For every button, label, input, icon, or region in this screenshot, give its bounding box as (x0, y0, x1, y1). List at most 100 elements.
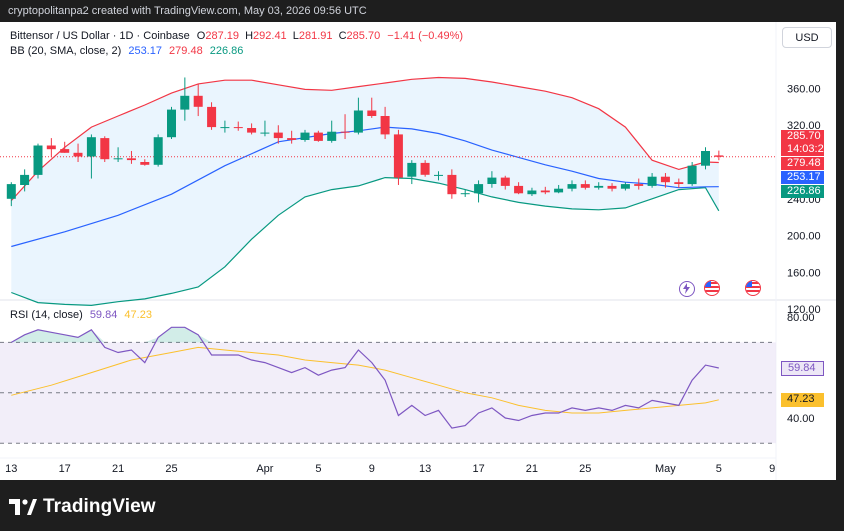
candle-body (714, 155, 724, 157)
tradingview-logo-icon (9, 499, 37, 515)
candle-body (367, 110, 377, 116)
bb-lower-line (11, 176, 720, 307)
candle-body (126, 158, 136, 161)
tradingview-logo[interactable]: TradingView (9, 496, 156, 518)
time-axis-tick: Apr (256, 463, 273, 475)
candle-body (300, 132, 310, 140)
candle-body (580, 184, 590, 188)
currency-button[interactable]: USD (782, 27, 832, 48)
time-axis-tick: 5 (315, 463, 321, 475)
symbol-legend: Bittensor / US Dollar · 1D · Coinbase O2… (10, 30, 463, 42)
us-flag-event-icon[interactable] (704, 280, 720, 296)
price-axis-tick: 160.00 (787, 267, 821, 279)
change-value: −1.41 (−0.49%) (387, 30, 464, 42)
time-axis-tick: 13 (5, 463, 17, 475)
open-label: O (196, 30, 206, 42)
time-axis-tick: May (655, 463, 676, 475)
price-axis-tick: 320.00 (787, 120, 821, 132)
time-axis-tick: 25 (165, 463, 177, 475)
price-axis-tick: 200.00 (787, 231, 821, 243)
bb-label: BB (20, SMA, close, 2) (10, 45, 122, 57)
high-value: 292.41 (253, 30, 287, 42)
price-axis-tick: 360.00 (787, 84, 821, 96)
candle-body (327, 131, 337, 141)
open-value: 287.19 (205, 30, 240, 42)
rsi-ma-badge: 47.23 (781, 393, 824, 407)
candle-body (153, 137, 163, 165)
header-caption: cryptopolitanpa2 created with TradingVie… (8, 5, 367, 17)
last-price-badge: 285.70 (781, 130, 824, 143)
rsi-ma-value: 47.23 (124, 309, 152, 321)
candle-body (434, 174, 443, 176)
candle-body (447, 174, 457, 195)
bb-upper-value: 279.48 (169, 45, 203, 57)
low-label: L (292, 30, 299, 42)
candle-body (340, 131, 350, 133)
candle-body (701, 151, 710, 166)
time-axis-tick: 5 (716, 463, 722, 475)
candle-body (660, 176, 670, 183)
footer-bar (0, 480, 844, 531)
candle-body (554, 188, 564, 193)
us-flag-event-icon[interactable] (745, 280, 761, 296)
rsi-ma-line (11, 346, 719, 414)
candle-body (353, 110, 363, 133)
candle-body (313, 132, 323, 141)
candle-body (33, 145, 43, 175)
candle-body (113, 158, 123, 160)
rsi-overbought-fill (11, 327, 212, 343)
bb-upper-badge: 279.48 (781, 157, 824, 170)
candle-body (620, 184, 630, 189)
candle-body (500, 177, 510, 186)
candle-body (167, 109, 176, 138)
candle-body (380, 116, 390, 135)
bb-legend: BB (20, SMA, close, 2) 253.17 279.48 226… (10, 45, 243, 57)
candle-body (594, 185, 604, 188)
bb-fill (11, 77, 719, 306)
candle-body (100, 138, 110, 160)
time-axis-tick: 21 (112, 463, 124, 475)
candle-body (60, 149, 70, 153)
chart-canvas[interactable]: 120.00160.00200.00240.00280.00320.00360.… (0, 22, 836, 480)
countdown-badge: 14:03:29 (781, 143, 830, 156)
candle-body (260, 132, 270, 134)
candle-body (247, 128, 257, 133)
candle-body (207, 106, 217, 128)
symbol-title: Bittensor / US Dollar · 1D · Coinbase (10, 30, 190, 42)
bb-lower-badge: 226.86 (781, 185, 824, 198)
low-value: 281.91 (298, 30, 333, 42)
candle-body (393, 134, 403, 178)
bb-lower-value: 226.86 (209, 45, 244, 57)
bb-basis-value: 253.17 (128, 45, 162, 57)
time-axis-tick: 9 (369, 463, 375, 475)
candle-body (6, 184, 16, 199)
candle-body (687, 165, 697, 185)
rsi-axis-tick: 80.00 (787, 312, 815, 324)
candle-body (540, 190, 550, 193)
candle-body (674, 182, 684, 184)
candle-body (407, 162, 417, 177)
candle-body (420, 162, 430, 175)
candle-body (73, 152, 83, 157)
candle-body (273, 132, 283, 139)
candle-body (567, 184, 577, 189)
price-axis-tick: 120.00 (787, 304, 821, 316)
rsi-legend: RSI (14, close) 59.84 47.23 (10, 309, 152, 321)
bb-basis-badge: 253.17 (781, 171, 824, 184)
candle-body (287, 138, 297, 140)
candle-body (46, 145, 56, 150)
lightning-event-icon[interactable] (679, 281, 695, 297)
candle-body (634, 184, 644, 186)
candle-body (220, 127, 230, 129)
rsi-axis-tick: 40.00 (787, 413, 815, 425)
time-axis-tick: 13 (419, 463, 431, 475)
time-axis-tick: 21 (526, 463, 538, 475)
rsi-value: 59.84 (89, 309, 118, 321)
candle-body (193, 95, 203, 107)
candle-body (487, 177, 497, 184)
close-label: C (338, 30, 347, 42)
candle-body (527, 190, 537, 195)
candle-body (514, 185, 524, 194)
candle-body (607, 185, 617, 189)
